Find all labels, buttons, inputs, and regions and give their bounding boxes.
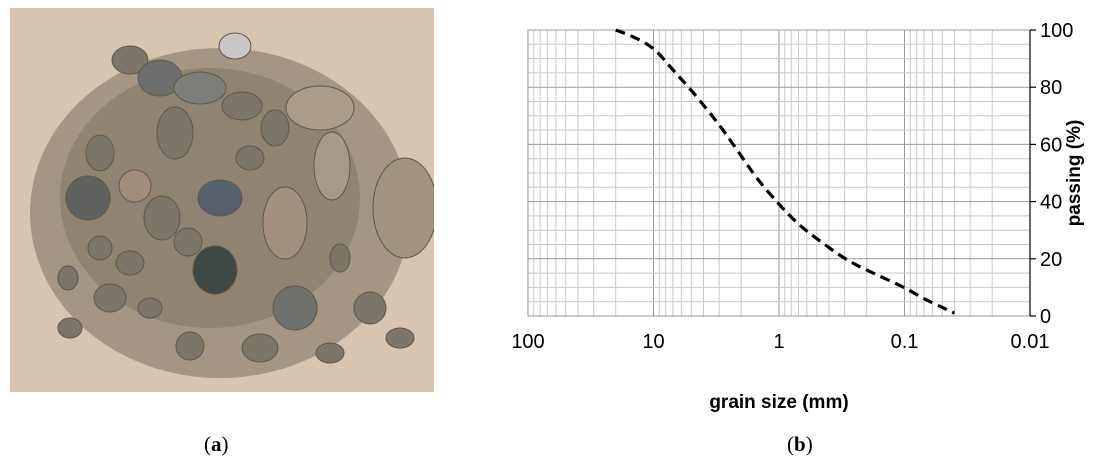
y-tick-label: 100 <box>1040 20 1073 42</box>
grading-curve <box>615 28 956 315</box>
y-tick-label: 0 <box>1040 306 1051 328</box>
y-tick-label: 20 <box>1040 249 1062 271</box>
caption-b: (b) <box>787 432 813 456</box>
grain-size-chart: 0 20 40 60 80 100 100 10 1 0.1 0.01 grain size (m… <box>511 20 1085 413</box>
y-axis-title: passing (%) <box>1064 120 1085 227</box>
y-tick-label: 80 <box>1040 77 1062 99</box>
x-tick-label: 0.01 <box>1011 331 1050 353</box>
chart-grid <box>528 29 1031 317</box>
x-tick-label: 10 <box>642 331 664 353</box>
x-axis-ticks: 100 10 1 0.1 0.01 <box>511 331 1049 353</box>
y-tick-label: 40 <box>1040 192 1062 214</box>
x-tick-label: 0.1 <box>891 331 919 353</box>
x-axis-title: grain size (mm) <box>709 392 848 413</box>
x-tick-label: 1 <box>773 331 784 353</box>
y-axis-ticks: 0 20 40 60 80 100 <box>1030 20 1073 328</box>
caption-a: (a) <box>204 432 229 456</box>
soil-sample-photo <box>10 8 434 392</box>
x-tick-label: 100 <box>511 331 544 353</box>
y-tick-label: 60 <box>1040 134 1062 156</box>
